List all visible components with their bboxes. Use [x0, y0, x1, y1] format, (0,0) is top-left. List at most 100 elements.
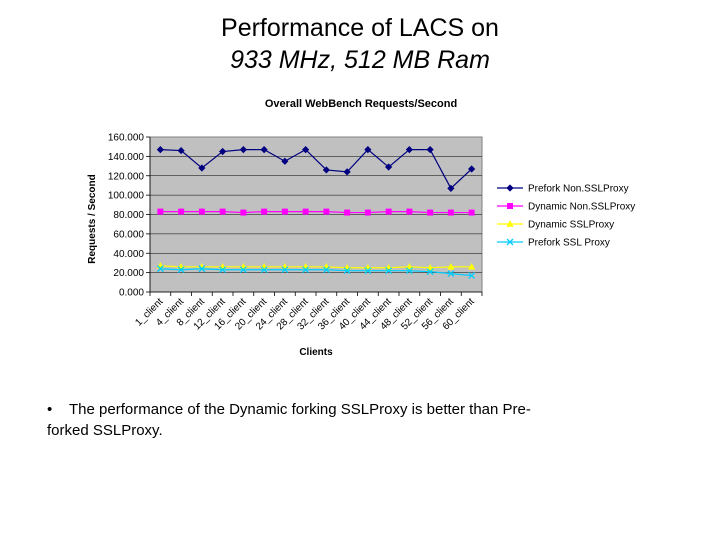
data-point — [447, 263, 455, 270]
data-point — [447, 209, 454, 216]
gridlines — [150, 156, 482, 273]
legend-label: Prefork Non.SSLProxy — [528, 184, 629, 195]
data-point — [426, 268, 434, 276]
legend-label: Dynamic Non.SSLProxy — [528, 202, 635, 213]
data-point — [219, 147, 227, 156]
series-line — [160, 210, 472, 214]
bullet-text: The performance of the Dynamic forking S… — [47, 401, 531, 439]
y-tick-label: 100.000 — [108, 191, 145, 202]
data-point-stroke — [322, 266, 330, 274]
data-point-stroke — [447, 270, 455, 278]
data-point — [427, 209, 434, 216]
legend-label: Dynamic SSLProxy — [528, 220, 614, 231]
slide-title: Performance of LACS on 933 MHz, 512 MB R… — [0, 12, 720, 76]
data-point — [405, 267, 413, 275]
data-point — [156, 145, 164, 154]
data-point-stroke — [156, 265, 164, 273]
y-axis: 0.000 20.000 40.000 60.000 80.000 100.000 120.… — [108, 133, 151, 299]
data-point — [157, 208, 164, 215]
data-point — [406, 208, 413, 215]
data-point — [405, 145, 413, 154]
data-point — [447, 184, 455, 192]
data-point — [260, 145, 268, 154]
data-point — [343, 267, 351, 275]
data-point — [507, 203, 513, 209]
series-line — [160, 148, 473, 190]
data-point — [177, 266, 185, 274]
legend-item: Prefork Non.SSLProxy — [497, 184, 629, 195]
y-tick-label: 160.000 — [108, 133, 145, 144]
data-point-stroke — [302, 266, 310, 274]
y-tick-label: 140.000 — [108, 152, 145, 163]
data-point — [426, 263, 434, 271]
data-point — [322, 166, 330, 174]
data-point-stroke — [177, 266, 185, 274]
data-point — [178, 208, 185, 215]
series-line — [160, 265, 472, 269]
data-point — [177, 146, 185, 155]
legend-item: Dynamic SSLProxy — [497, 220, 614, 231]
data-point — [240, 209, 247, 216]
data-point — [468, 263, 476, 270]
data-point-stroke — [364, 267, 372, 275]
series-4 — [156, 265, 476, 279]
data-point — [322, 266, 330, 274]
data-point — [385, 163, 393, 171]
data-point — [323, 208, 330, 215]
y-tick-label: 120.000 — [108, 171, 145, 182]
data-point — [281, 208, 288, 215]
data-point — [239, 266, 247, 274]
x-axis: 1_client4_client8_client12_client16_clie… — [133, 291, 483, 332]
data-point — [198, 263, 206, 270]
slide-title-line2: 933 MHz, 512 MB Ram — [230, 46, 490, 74]
series-2 — [157, 208, 475, 216]
legend: Prefork Non.SSLProxy Dynamic Non.SSLProxy… — [497, 184, 635, 249]
data-point — [468, 209, 475, 216]
data-point — [343, 168, 351, 176]
data-point — [219, 266, 227, 274]
data-point — [364, 145, 372, 154]
data-point — [281, 266, 289, 274]
data-point — [302, 266, 310, 274]
legend-item: Dynamic Non.SSLProxy — [497, 202, 635, 213]
data-point-stroke — [198, 265, 206, 273]
data-point — [468, 272, 476, 279]
y-tick-label: 60.000 — [113, 229, 144, 240]
data-point-stroke — [260, 266, 268, 274]
data-point — [239, 145, 247, 154]
data-point — [447, 270, 455, 278]
slide-title-line1: Performance of LACS on — [221, 14, 499, 42]
y-tick-label: 20.000 — [113, 268, 144, 279]
y-tick-label: 40.000 — [113, 249, 144, 260]
data-point — [302, 208, 309, 215]
bullet-point: • The performance of the Dynamic forking … — [47, 399, 567, 441]
data-point-stroke — [343, 267, 351, 275]
data-point-stroke — [239, 266, 247, 274]
data-point — [364, 209, 371, 216]
data-point — [281, 157, 289, 165]
data-point-stroke — [506, 238, 514, 246]
y-tick-label: 0.000 — [119, 288, 144, 299]
chart-title: Overall WebBench Requests/Second — [265, 98, 457, 110]
legend-label: Prefork SSL Proxy — [528, 238, 610, 249]
data-point — [468, 165, 476, 173]
series-1 — [156, 145, 476, 192]
data-point — [385, 267, 393, 275]
series-line — [160, 268, 472, 277]
data-point-stroke — [468, 272, 476, 279]
data-point — [426, 145, 434, 154]
data-point — [198, 265, 206, 273]
data-point — [506, 184, 514, 192]
series-group — [156, 145, 476, 279]
data-point — [156, 265, 164, 273]
data-point — [385, 208, 392, 215]
data-point — [302, 145, 310, 154]
bullet-marker: • — [47, 401, 53, 418]
data-point — [506, 238, 514, 246]
data-point-stroke — [219, 266, 227, 274]
data-point — [219, 208, 226, 215]
data-point — [261, 208, 268, 215]
data-point-stroke — [405, 267, 413, 275]
data-point-stroke — [281, 266, 289, 274]
